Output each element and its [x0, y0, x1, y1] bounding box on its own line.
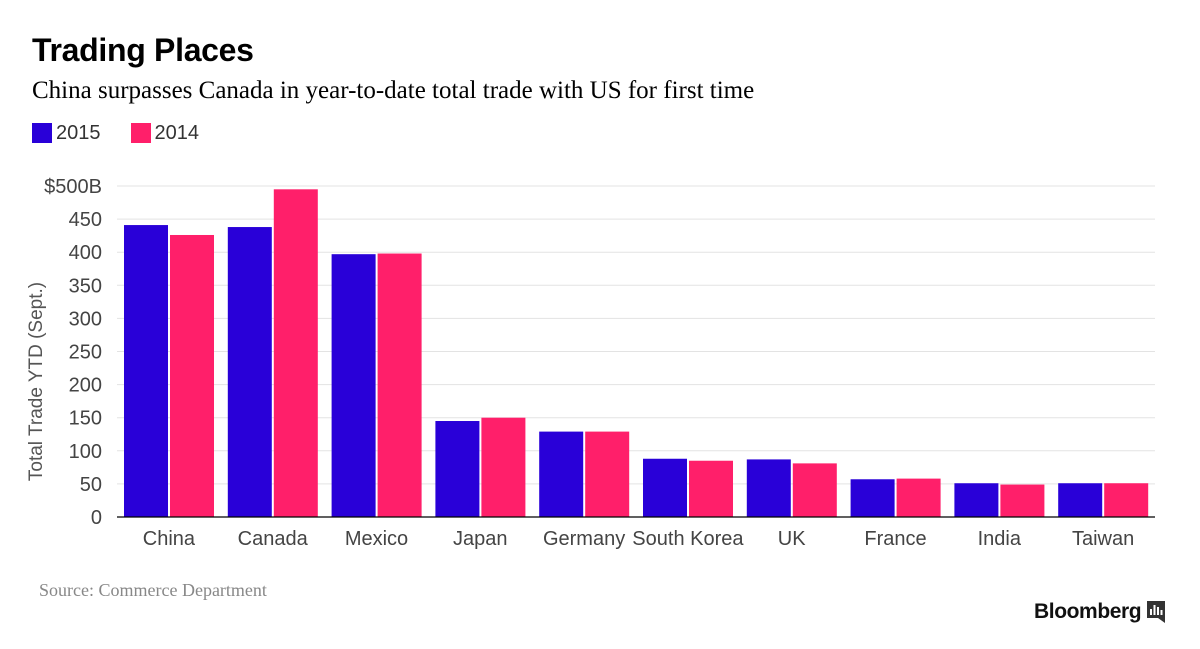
chart-subtitle: China surpasses Canada in year-to-date t…: [32, 77, 755, 104]
x-tick-label: Canada: [238, 528, 309, 550]
bar-2014-japan: [481, 417, 526, 517]
bar-2014-china: [170, 234, 214, 517]
brand-name: Bloomberg: [1034, 600, 1142, 623]
y-tick-label: 350: [69, 275, 102, 297]
bar-2015-taiwan: [1058, 483, 1103, 517]
bar-2015-germany: [539, 431, 584, 517]
legend-label-2014: 2014: [154, 121, 200, 144]
bar-2014-india: [1000, 484, 1045, 517]
bar-2015-mexico: [331, 254, 376, 517]
x-tick-label: Mexico: [345, 528, 408, 550]
y-tick-label: 250: [69, 342, 102, 364]
x-tick-label: India: [978, 528, 1022, 550]
x-tick-label: UK: [778, 528, 806, 550]
y-tick-label: 50: [80, 474, 102, 496]
bar-2014-france: [896, 478, 941, 517]
legend: 2015 2014: [32, 121, 229, 145]
legend-label-2015: 2015: [56, 121, 101, 144]
bar-2014-canada: [273, 189, 318, 517]
y-tick-label: 100: [69, 441, 102, 463]
bar-2015-china: [124, 225, 168, 518]
source-note: Source: Commerce Department: [39, 580, 267, 600]
y-tick-label: 200: [69, 375, 102, 397]
bar-2015-japan: [435, 421, 480, 517]
y-axis-title: Total Trade YTD (Sept.): [26, 282, 47, 481]
chart-title: Trading Places: [32, 32, 254, 68]
x-tick-label: France: [864, 528, 926, 550]
y-tick-label: 0: [91, 507, 102, 529]
bar-2015-india: [954, 483, 999, 517]
y-tick-label: 450: [69, 209, 102, 231]
brand-logo: Bloomberg: [1034, 598, 1166, 626]
bar-2014-mexico: [377, 253, 422, 518]
y-tick-label: 150: [69, 408, 102, 430]
bar-2015-canada: [227, 227, 272, 517]
bar-2014-taiwan: [1104, 483, 1149, 517]
bar-2015-france: [850, 479, 895, 517]
legend-item-2015: 2015: [32, 122, 101, 145]
legend-swatch-2014: [130, 123, 151, 143]
x-tick-label: Germany: [543, 528, 625, 550]
bloomberg-terminal-icon: [1147, 601, 1166, 623]
legend-swatch-2015: [32, 123, 52, 143]
y-tick-label: 300: [69, 308, 102, 330]
bar-2015-uk: [746, 459, 791, 517]
legend-item-2014: 2014: [130, 121, 200, 145]
x-tick-label: China: [143, 528, 196, 550]
bar-2014-uk: [792, 463, 837, 517]
y-tick-label: 400: [69, 242, 102, 264]
bar-2014-south-korea: [689, 460, 733, 517]
y-tick-label: $500B: [44, 176, 102, 198]
bar-2015-south-korea: [643, 458, 687, 517]
x-tick-label: Japan: [453, 528, 508, 550]
x-tick-label: Taiwan: [1072, 528, 1134, 550]
x-tick-label: South Korea: [632, 528, 744, 550]
bar-2014-germany: [585, 431, 630, 517]
